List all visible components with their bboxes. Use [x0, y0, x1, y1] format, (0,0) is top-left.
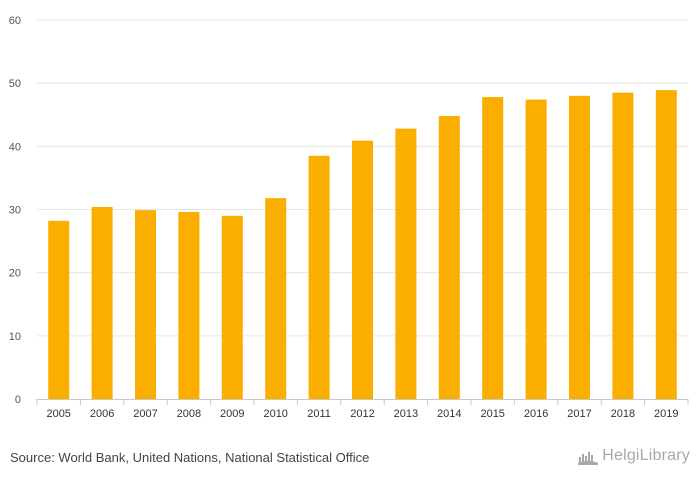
- y-tick-label: 50: [9, 78, 21, 90]
- x-tick-label: 2018: [611, 408, 635, 420]
- bar-2015[interactable]: [482, 97, 504, 400]
- bar-2008[interactable]: [178, 212, 200, 399]
- x-tick-label: 2015: [480, 408, 504, 420]
- y-tick-label: 40: [9, 141, 21, 153]
- chart-hand-logo-icon: [578, 452, 599, 465]
- bar-2017[interactable]: [569, 95, 590, 400]
- x-tick-label: 2019: [654, 408, 678, 420]
- x-tick-label: 2014: [437, 408, 461, 420]
- x-tick-label: 2009: [220, 408, 244, 420]
- bar-2011[interactable]: [308, 155, 330, 399]
- x-tick-label: 2008: [177, 408, 201, 420]
- bar-2012[interactable]: [352, 140, 373, 400]
- y-tick-label: 30: [9, 205, 21, 217]
- bar-2006[interactable]: [91, 206, 113, 399]
- x-tick-label: 2010: [263, 408, 287, 420]
- bar-2013[interactable]: [395, 128, 417, 399]
- bar-2005[interactable]: [48, 220, 70, 399]
- x-axis-tick-labels: 2005 2006 2007 2008 2009 2010 2011 2012 2013 2014…: [46, 408, 678, 420]
- helgi-library-brand[interactable]: HelgiLibrary: [578, 447, 690, 465]
- x-tick-label: 2016: [524, 408, 548, 420]
- bar-2009[interactable]: [221, 215, 243, 399]
- bar-2019[interactable]: [655, 90, 677, 400]
- x-axis: [36, 399, 689, 405]
- y-tick-label: 20: [9, 268, 21, 280]
- y-tick-label: 10: [9, 331, 21, 343]
- bar-2014[interactable]: [438, 116, 460, 399]
- x-tick-label: 2005: [46, 408, 70, 420]
- x-tick-label: 2011: [307, 408, 331, 420]
- bar-2018[interactable]: [612, 92, 634, 400]
- brand-name: HelgiLibrary: [602, 447, 690, 464]
- bar-2010[interactable]: [265, 198, 287, 399]
- x-tick-label: 2017: [567, 408, 591, 420]
- bar-2007[interactable]: [135, 210, 156, 399]
- bars: [48, 90, 677, 400]
- x-tick-label: 2006: [90, 408, 114, 420]
- y-tick-label: 0: [15, 394, 21, 406]
- bar-2016[interactable]: [525, 99, 547, 399]
- x-tick-label: 2013: [394, 408, 418, 420]
- y-tick-label: 60: [9, 15, 21, 27]
- y-axis-tick-labels: 0 10 20 30 40 50 60: [9, 15, 21, 406]
- x-tick-label: 2012: [350, 408, 374, 420]
- x-tick-label: 2007: [133, 408, 157, 420]
- source-note: Source: World Bank, United Nations, Nati…: [10, 450, 370, 465]
